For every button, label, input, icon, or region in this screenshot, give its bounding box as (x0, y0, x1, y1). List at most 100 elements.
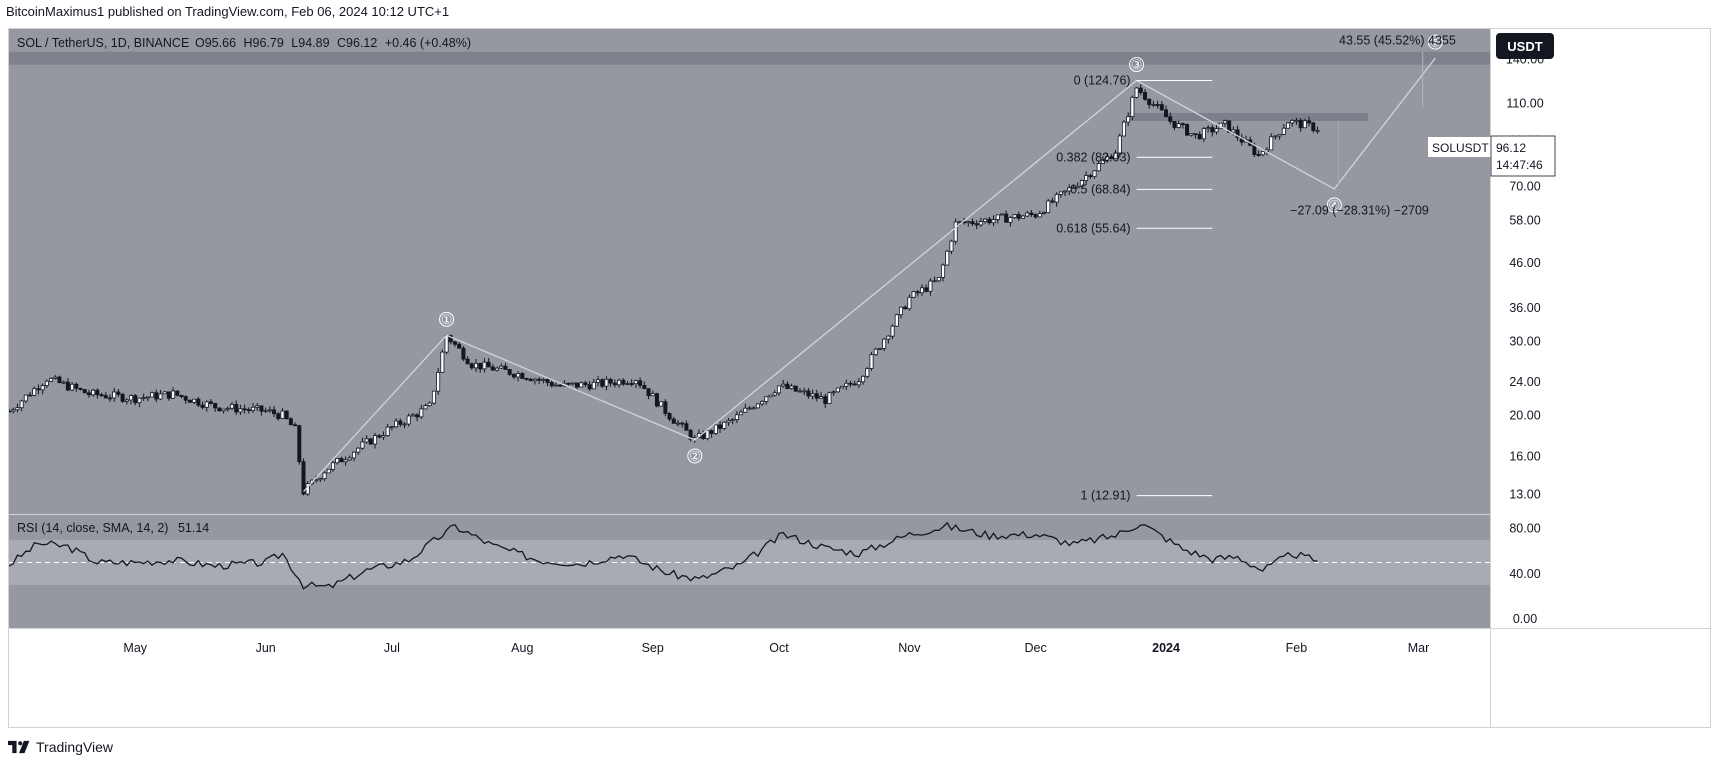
price-tick-5: 46.00 (1509, 256, 1540, 270)
candle-258 (1092, 170, 1097, 178)
candle-233 (987, 218, 992, 224)
close-label: C (337, 36, 346, 50)
candle-55 (238, 408, 243, 413)
candle-129 (549, 382, 554, 387)
candle-101 (431, 390, 436, 404)
candle-111 (474, 362, 479, 369)
candle-157 (667, 412, 672, 420)
candle-134 (570, 382, 575, 385)
candle-255 (1079, 180, 1084, 187)
candle-203 (861, 375, 866, 383)
candle-222 (941, 264, 946, 278)
candle-268 (1134, 87, 1139, 98)
candle-264 (1117, 135, 1122, 154)
price-tick-11: 13.00 (1509, 487, 1540, 501)
price-chart[interactable]: 0 (124.76) 0.382 (82.03) 0.5 (68.84) 0.618 … (9, 29, 1711, 728)
candle-169 (718, 424, 723, 429)
candle-287 (1214, 128, 1219, 133)
measure-annotations: 43.55 (45.52%) 4355 −27.09 (−28.31%) −270… (1290, 33, 1456, 217)
candle-0 (9, 410, 12, 413)
candle-254 (1075, 186, 1080, 189)
candle-158 (671, 418, 676, 424)
candle-187 (793, 385, 798, 392)
candle-32 (141, 397, 146, 399)
candle-249 (1054, 193, 1059, 203)
candle-155 (659, 401, 664, 407)
rsi-axis[interactable]: 80.00 40.00 0.00 (1509, 522, 1540, 626)
symbol-legend[interactable]: SOL / TetherUS, 1D, BINANCE (17, 36, 189, 50)
candle-54 (234, 403, 239, 413)
price-tick-6: 36.00 (1509, 301, 1540, 315)
candle-25 (112, 391, 117, 399)
candle-253 (1071, 187, 1076, 190)
fib-label-0: 0 (124.76) (1074, 74, 1131, 88)
candle-59 (255, 405, 260, 408)
candle-23 (103, 395, 108, 399)
candle-238 (1008, 217, 1013, 223)
time-tick-feb: Feb (1286, 641, 1308, 655)
price-tick-9: 20.00 (1509, 409, 1540, 423)
candle-206 (873, 348, 878, 356)
candle-126 (537, 378, 542, 381)
candle-80 (343, 459, 348, 463)
candle-122 (520, 373, 525, 379)
candle-236 (999, 213, 1004, 216)
candle-31 (137, 397, 142, 404)
candle-137 (583, 382, 588, 386)
candle-146 (621, 379, 626, 385)
candle-181 (768, 394, 773, 398)
fib-label-0.382: 0.382 (82.03) (1056, 150, 1130, 164)
price-axis[interactable]: 140.00110.0090.0070.0058.0046.0036.0030.… (1506, 52, 1544, 501)
candle-262 (1109, 156, 1114, 160)
price-tick-10: 16.00 (1509, 449, 1540, 463)
candle-116 (495, 367, 500, 371)
candle-310 (1311, 122, 1316, 131)
candle-47 (204, 401, 209, 408)
candle-210 (890, 325, 895, 337)
candle-41 (179, 394, 184, 398)
resistance-zone-mid (1128, 112, 1368, 122)
candle-133 (566, 382, 571, 385)
last-price-symbol: SOLUSDT (1432, 141, 1489, 155)
candle-197 (835, 387, 840, 393)
candle-300 (1269, 136, 1274, 151)
rsi-tick-2: 0.00 (1513, 612, 1537, 626)
currency-button[interactable] (1496, 33, 1554, 59)
candle-64 (276, 413, 281, 419)
rsi-legend[interactable]: RSI (14, close, SMA, 14, 2) 51.14 (17, 521, 209, 535)
chart-container[interactable]: 0 (124.76) 0.382 (82.03) 0.5 (68.84) 0.618 … (8, 28, 1711, 728)
candle-78 (335, 458, 340, 464)
candle-235 (995, 214, 1000, 220)
candle-49 (213, 402, 218, 409)
candle-22 (99, 394, 104, 397)
candle-145 (617, 379, 622, 386)
candle-119 (507, 369, 512, 375)
candle-57 (246, 409, 251, 411)
candle-180 (764, 396, 769, 402)
candle-118 (503, 365, 508, 370)
candle-226 (957, 221, 962, 223)
candle-144 (612, 382, 617, 386)
candle-148 (629, 383, 634, 385)
candle-136 (579, 382, 584, 388)
candle-263 (1113, 152, 1118, 160)
candle-141 (600, 379, 605, 387)
candle-156 (663, 401, 668, 414)
time-tick-2024: 2024 (1152, 641, 1180, 655)
candle-138 (587, 384, 592, 390)
candle-283 (1197, 134, 1202, 140)
candle-63 (272, 409, 277, 415)
candle-184 (781, 383, 786, 387)
candle-237 (1004, 213, 1009, 223)
time-axis[interactable]: May Jun Jul Aug Sep Oct Nov Dec 2024 Feb Mar (123, 641, 1429, 655)
price-tick-4: 58.00 (1509, 214, 1540, 228)
candle-239 (1012, 214, 1017, 219)
candle-127 (541, 379, 546, 381)
candle-140 (596, 379, 601, 383)
candle-27 (120, 393, 125, 402)
candle-9 (44, 380, 49, 386)
candle-87 (373, 435, 378, 445)
candle-152 (646, 388, 651, 397)
candle-204 (865, 368, 870, 377)
candle-166 (705, 430, 710, 439)
